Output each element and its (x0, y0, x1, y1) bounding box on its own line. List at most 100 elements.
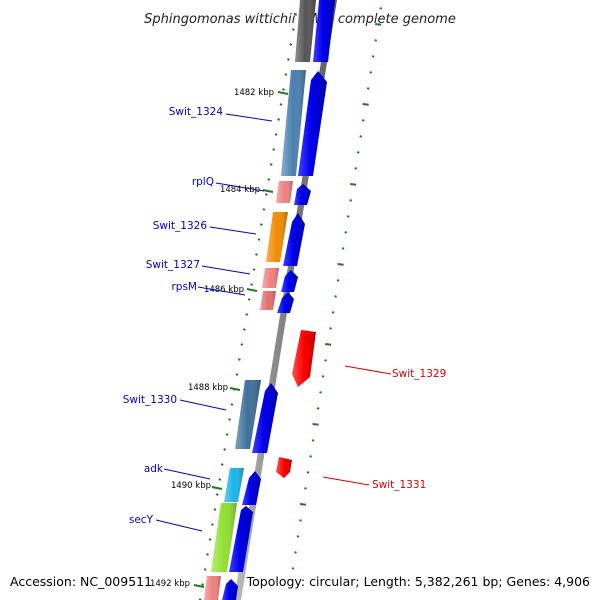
gene-rpsm[interactable] (260, 291, 294, 313)
inner-track-dot (215, 493, 219, 496)
outer-track-dot (321, 375, 325, 378)
outer-track-dot (316, 407, 320, 410)
gene-arrow-forward (283, 213, 305, 266)
inner-track-dot (240, 343, 244, 346)
inner-track-dot (279, 103, 283, 106)
inner-track-dot (230, 403, 234, 406)
outer-track-dot (379, 7, 383, 10)
genome-summary-text: Topology: circular; Length: 5,382,261 bp… (246, 574, 590, 589)
outer-track-dot (375, 23, 382, 26)
gene-label-swit-1330[interactable]: Swit_1330 (123, 394, 177, 406)
gene-arrow-forward (242, 471, 261, 505)
gene-adk[interactable] (224, 468, 261, 505)
inner-track-dot (264, 193, 268, 196)
inner-track-dot (235, 373, 239, 376)
gene-swit-1324[interactable] (281, 70, 327, 176)
accession-text: Accession: NC_009511 (10, 574, 152, 589)
inner-track-dot (289, 43, 293, 46)
gene-partial-bottom (204, 576, 238, 600)
outer-track-dot (311, 439, 315, 442)
outer-track-dot (312, 423, 319, 426)
gene-label-secy[interactable]: secY (129, 514, 154, 526)
gene-arrow-forward (252, 383, 278, 453)
position-ticks: 1482 kbp 1484 kbp 1486 kbp 1488 kbp 1490… (150, 88, 289, 589)
gene-label-swit-1329[interactable]: Swit_1329 (392, 368, 446, 380)
outer-track-dot (356, 151, 360, 154)
gene-label-swit-1327[interactable]: Swit_1327 (146, 259, 200, 271)
gene-label-swit-1324[interactable]: Swit_1324 (169, 106, 224, 118)
inner-track-dot (277, 118, 281, 121)
gene-label-adk[interactable]: adk (144, 463, 164, 475)
inner-track-dot (250, 283, 254, 286)
gene-label-swit-1326[interactable]: Swit_1326 (153, 220, 208, 232)
outer-track-dot (309, 455, 312, 458)
gene-swit-1330[interactable] (235, 380, 278, 453)
inner-track-dot (208, 538, 212, 541)
inner-track-dot (201, 583, 205, 586)
inner-track-dot (242, 328, 246, 331)
outer-track-dot (359, 135, 363, 138)
inner-track-dot (259, 223, 263, 226)
outer-track-dot (304, 487, 307, 490)
tick-label: 1486 kbp (204, 285, 244, 295)
inner-track-dot (257, 238, 261, 241)
outer-track-dot (324, 359, 327, 362)
outer-track-dot (299, 519, 302, 522)
tick-label: 1488 kbp (188, 383, 228, 393)
inner-track-dot (203, 568, 207, 571)
outer-track-dot (371, 55, 375, 58)
outer-track-dot (324, 343, 332, 346)
outer-track-dot (344, 231, 348, 234)
outer-track-dot (337, 263, 344, 266)
tick-label: 1490 kbp (171, 481, 211, 491)
outer-track-dot (331, 311, 335, 314)
outer-track-dot (350, 183, 357, 186)
inner-track-dot (282, 88, 285, 91)
inner-track-dot (210, 523, 214, 526)
gene-partial-top (295, 0, 335, 62)
gene-label-rpsm[interactable]: rpsM (171, 281, 197, 293)
outer-track-dot (354, 167, 358, 170)
inner-track-dot (228, 418, 232, 421)
gene-swit-1326[interactable] (266, 212, 305, 266)
gene-arrow-forward (277, 292, 294, 313)
outer-track-dot (374, 39, 378, 42)
gene-swit-1329[interactable] (292, 330, 316, 387)
gene-secy[interactable] (211, 503, 253, 572)
outer-track-dot (334, 295, 337, 298)
gene-swit-1327[interactable] (262, 268, 298, 292)
inner-track-dot (223, 448, 227, 451)
inner-track-dot (272, 148, 276, 151)
inner-track-dot (267, 178, 271, 181)
inner-track-dot (218, 478, 222, 481)
outer-track-dot (291, 567, 295, 570)
outer-track-dot (296, 535, 300, 538)
inner-track-dot (291, 28, 295, 31)
outer-track-dot (361, 119, 365, 122)
outer-track-dot (306, 471, 310, 474)
tick-label: 1482 kbp (234, 88, 274, 98)
tick-label: 1492 kbp (150, 579, 190, 589)
outer-track-dot (341, 247, 345, 250)
gene-rplq[interactable] (276, 181, 311, 205)
inner-track-dot (269, 163, 273, 166)
gene-arrow-reverse (276, 457, 292, 478)
label-leaders (155, 113, 392, 532)
gene-label-rplq[interactable]: rplQ (192, 176, 214, 188)
outer-track-dot (336, 279, 340, 282)
gene-arrow-forward (229, 506, 253, 572)
outer-track-dot (346, 215, 350, 218)
outer-track-dot (319, 391, 322, 394)
tick-label: 1484 kbp (220, 185, 260, 195)
inner-track-dot (247, 298, 251, 301)
outer-track-dot (349, 199, 353, 202)
inner-track-dot (206, 553, 209, 556)
gene-arrow-forward (294, 184, 311, 205)
inner-track-dot (262, 208, 266, 211)
inner-track-dot (252, 268, 256, 271)
gene-labels: Swit_1324 rplQ Swit_1326 Swit_1327 rpsM … (123, 106, 447, 526)
gene-label-swit-1331[interactable]: Swit_1331 (372, 479, 426, 491)
inner-track-dot (286, 58, 290, 61)
gene-swit-1331[interactable] (276, 457, 292, 478)
